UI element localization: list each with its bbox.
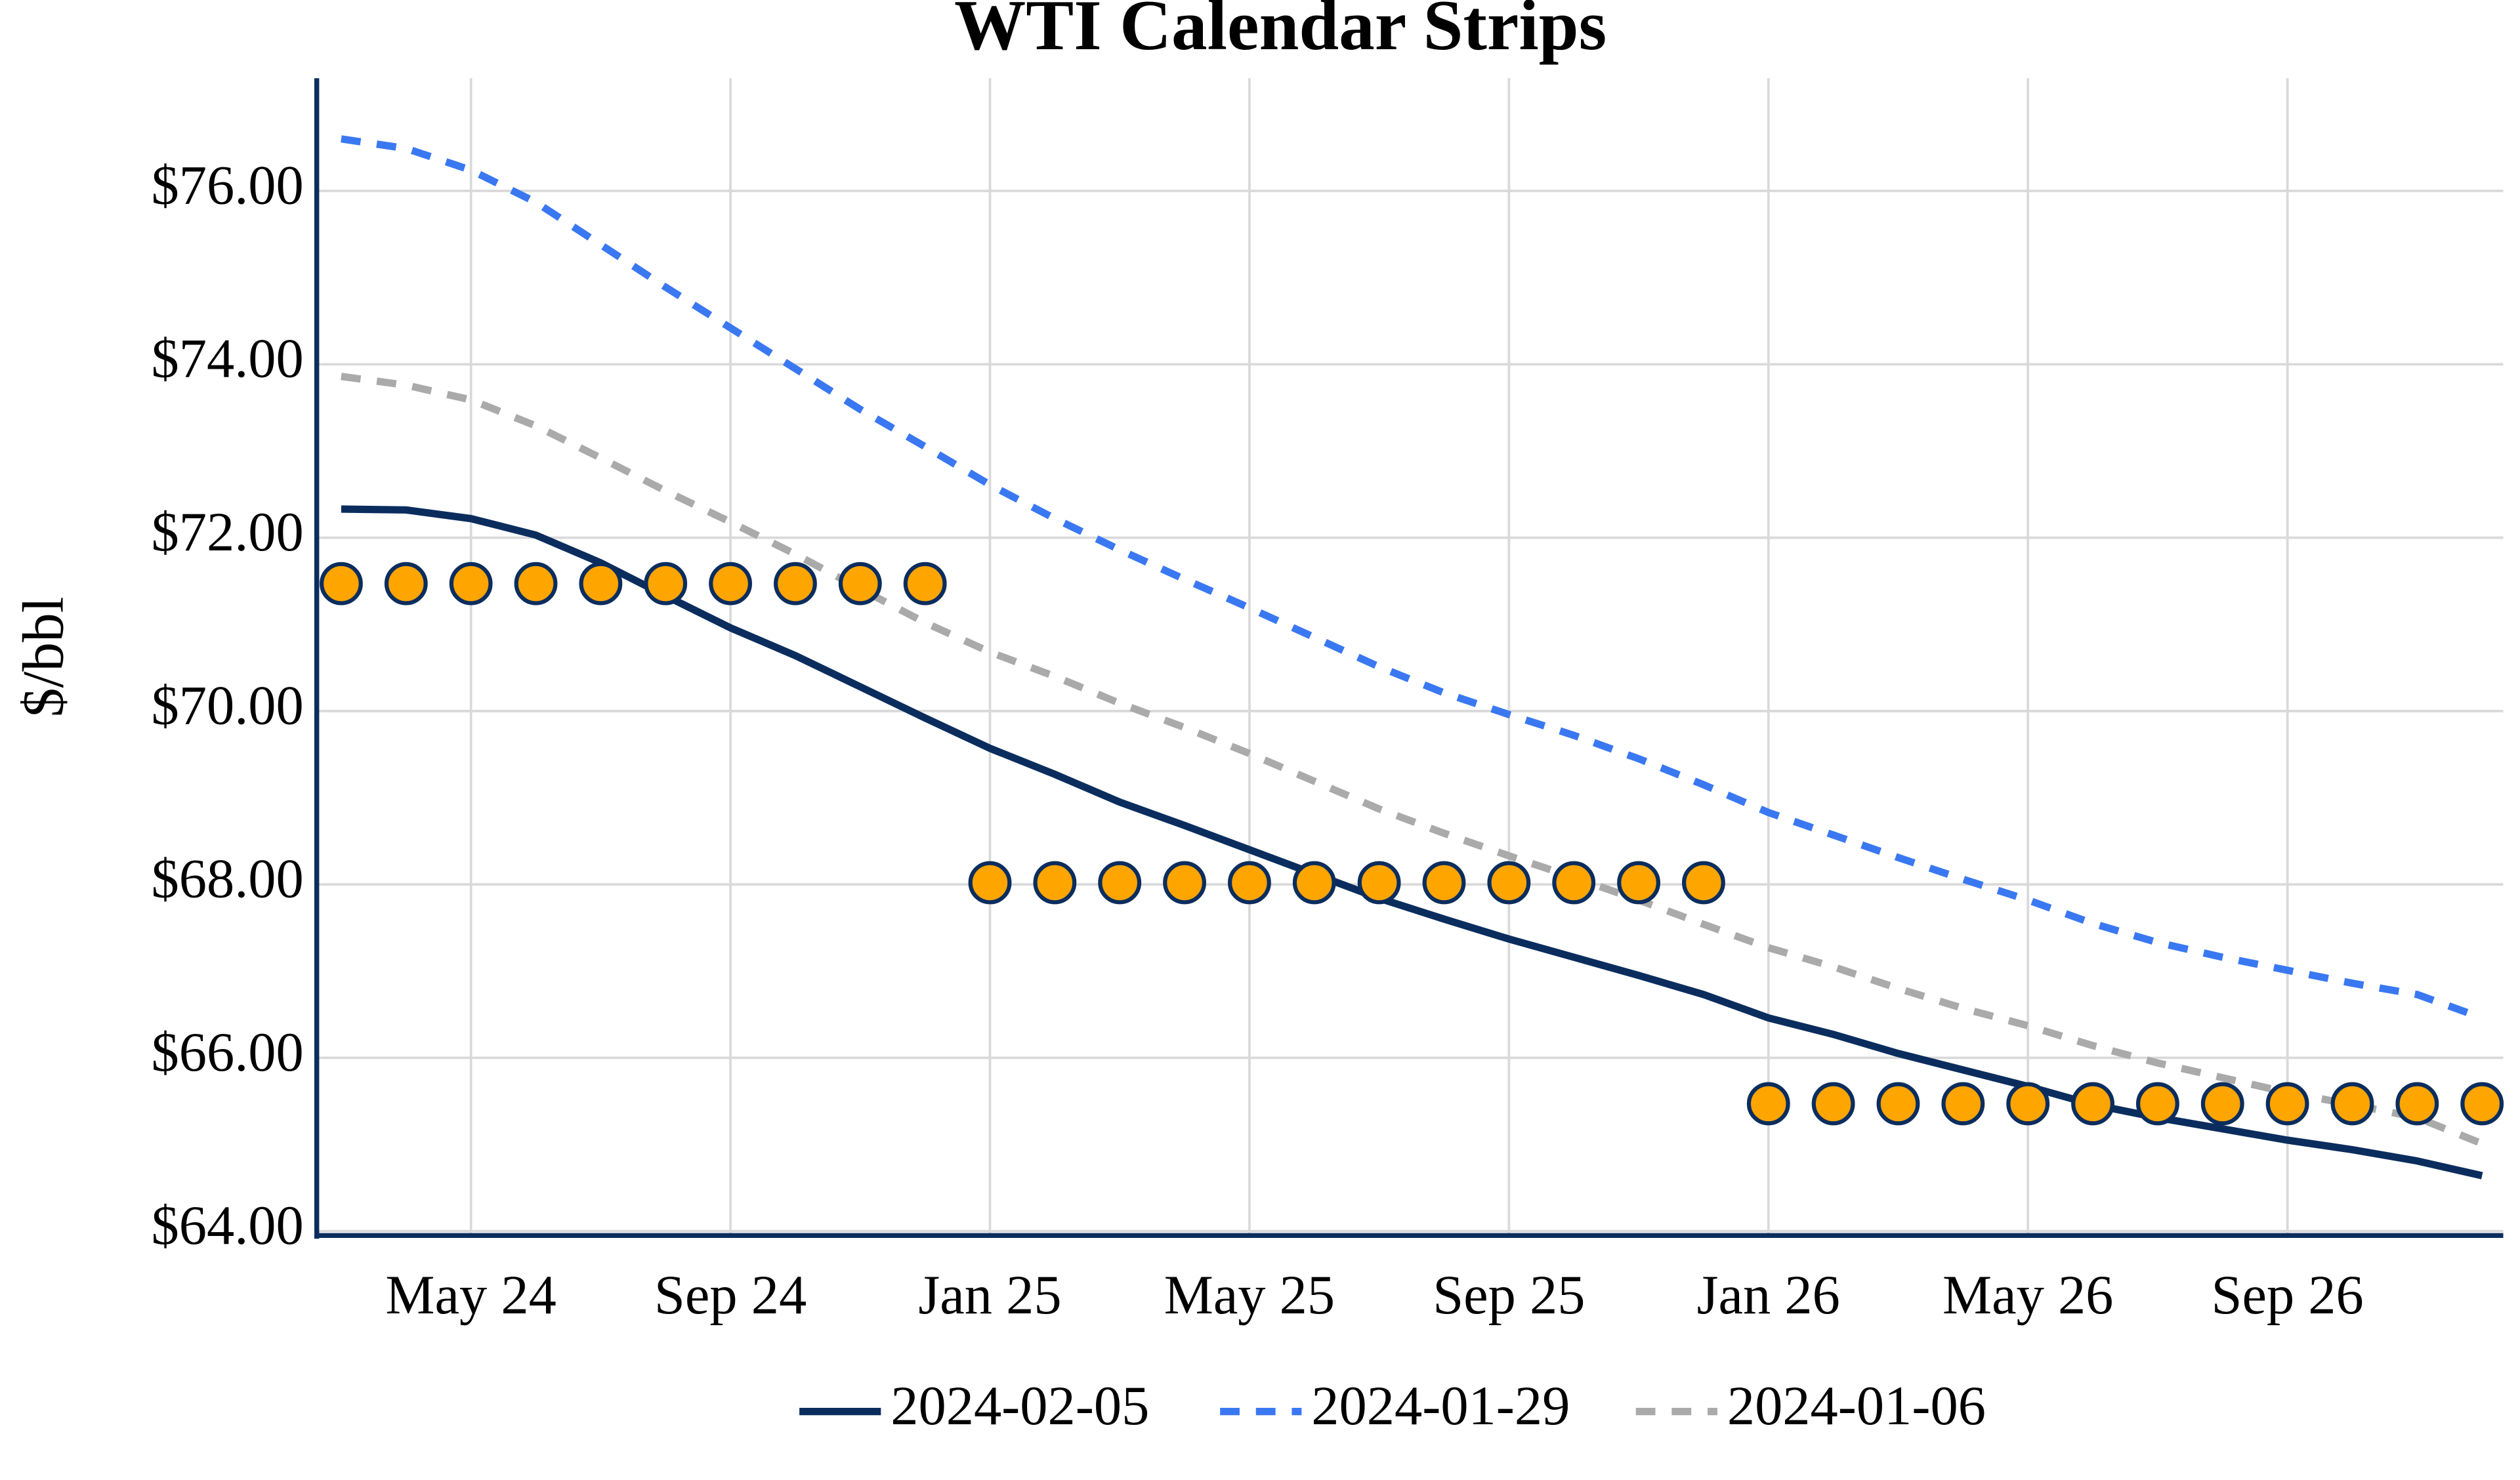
y-tick-label: $64.00 <box>151 1195 303 1256</box>
strip-marker <box>2460 1082 2504 1126</box>
chart-title: WTI Calendar Strips <box>954 0 1606 65</box>
strip-marker <box>903 562 947 606</box>
series-line <box>341 135 2484 1021</box>
strip-marker <box>2071 1082 2114 1126</box>
x-tick-label: Sep 26 <box>2211 1265 2363 1326</box>
strip-marker <box>1487 861 1531 905</box>
x-tick-label: Jan 25 <box>918 1265 1061 1326</box>
strip-marker <box>2330 1082 2374 1126</box>
strip-marker <box>1163 861 1206 905</box>
strip-marker <box>320 562 363 606</box>
strip-marker <box>2395 1082 2439 1126</box>
strip-marker <box>2265 1082 2309 1126</box>
y-tick-label: $76.00 <box>151 155 303 216</box>
x-tick-label: May 24 <box>385 1265 556 1326</box>
legend-label: 2024-01-29 <box>1311 1376 1570 1437</box>
strip-marker <box>1357 861 1401 905</box>
x-tick-label: Sep 25 <box>1433 1265 1585 1326</box>
y-tick-label: $66.00 <box>151 1022 303 1083</box>
y-tick-label: $72.00 <box>151 502 303 563</box>
strip-marker <box>774 562 817 606</box>
y-tick-label: $74.00 <box>151 329 303 390</box>
y-axis-label: $/bbl <box>11 596 76 717</box>
series-line <box>341 373 2484 1147</box>
strip-marker <box>644 562 688 606</box>
strip-marker <box>1552 861 1596 905</box>
legend-label: 2024-01-06 <box>1727 1376 1986 1437</box>
strip-marker <box>449 562 493 606</box>
strip-marker <box>1876 1082 1920 1126</box>
strip-marker <box>1292 861 1336 905</box>
strip-marker <box>514 562 558 606</box>
strip-marker <box>579 562 623 606</box>
strip-marker <box>1681 861 1725 905</box>
strip-marker <box>2006 1082 2050 1126</box>
strip-marker <box>1422 861 1466 905</box>
strip-marker <box>1941 1082 1985 1126</box>
legend-label: 2024-02-05 <box>891 1376 1149 1437</box>
strip-marker <box>968 861 1012 905</box>
series-line <box>341 505 2483 1180</box>
strip-marker <box>1033 861 1077 905</box>
x-tick-label: May 26 <box>1942 1265 2113 1326</box>
strip-marker <box>1617 861 1660 905</box>
x-tick-label: Sep 24 <box>654 1265 807 1326</box>
strip-marker <box>2135 1082 2179 1126</box>
x-tick-label: May 25 <box>1164 1265 1335 1326</box>
x-tick-label: Jan 26 <box>1697 1265 1840 1326</box>
y-tick-label: $70.00 <box>151 675 303 736</box>
y-tick-label: $68.00 <box>151 849 303 910</box>
strip-marker <box>838 562 882 606</box>
strip-marker <box>384 562 428 606</box>
strip-marker <box>2200 1082 2244 1126</box>
strip-marker <box>1811 1082 1855 1126</box>
strip-marker <box>1746 1082 1790 1126</box>
strip-marker <box>709 562 752 606</box>
strip-marker <box>1228 861 1271 905</box>
strip-marker <box>1098 861 1142 905</box>
